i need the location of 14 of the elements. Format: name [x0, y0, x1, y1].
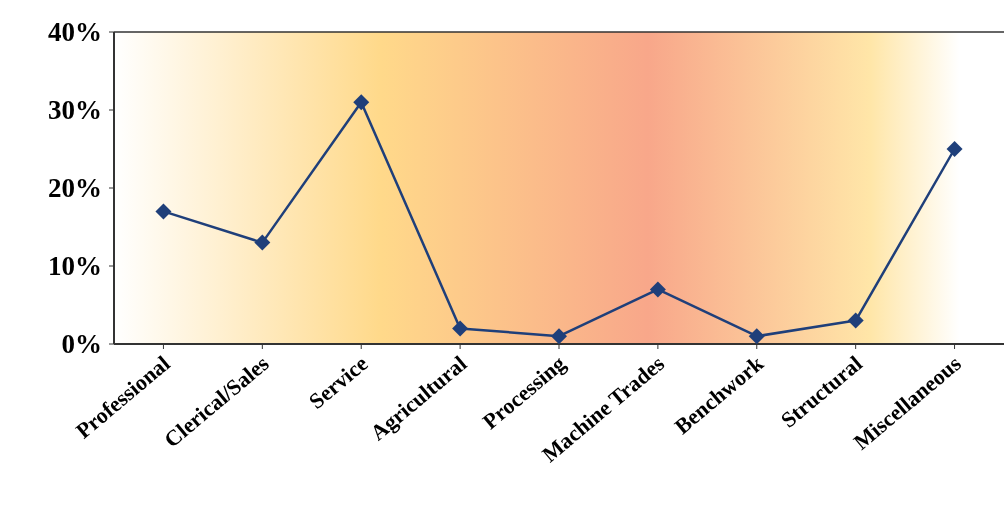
- point: [748, 328, 765, 345]
- y-tick-label: 10%: [48, 251, 102, 282]
- point: [155, 203, 172, 220]
- y-tick-label: 30%: [48, 95, 102, 126]
- y-tick-label: 40%: [48, 17, 102, 48]
- point: [353, 94, 370, 111]
- point: [649, 281, 666, 298]
- point: [847, 312, 864, 329]
- y-tick-label: 0%: [61, 329, 102, 360]
- y-tick-label: 20%: [48, 173, 102, 204]
- point: [254, 234, 271, 251]
- point: [551, 328, 567, 345]
- point: [452, 320, 469, 337]
- point: [946, 141, 963, 157]
